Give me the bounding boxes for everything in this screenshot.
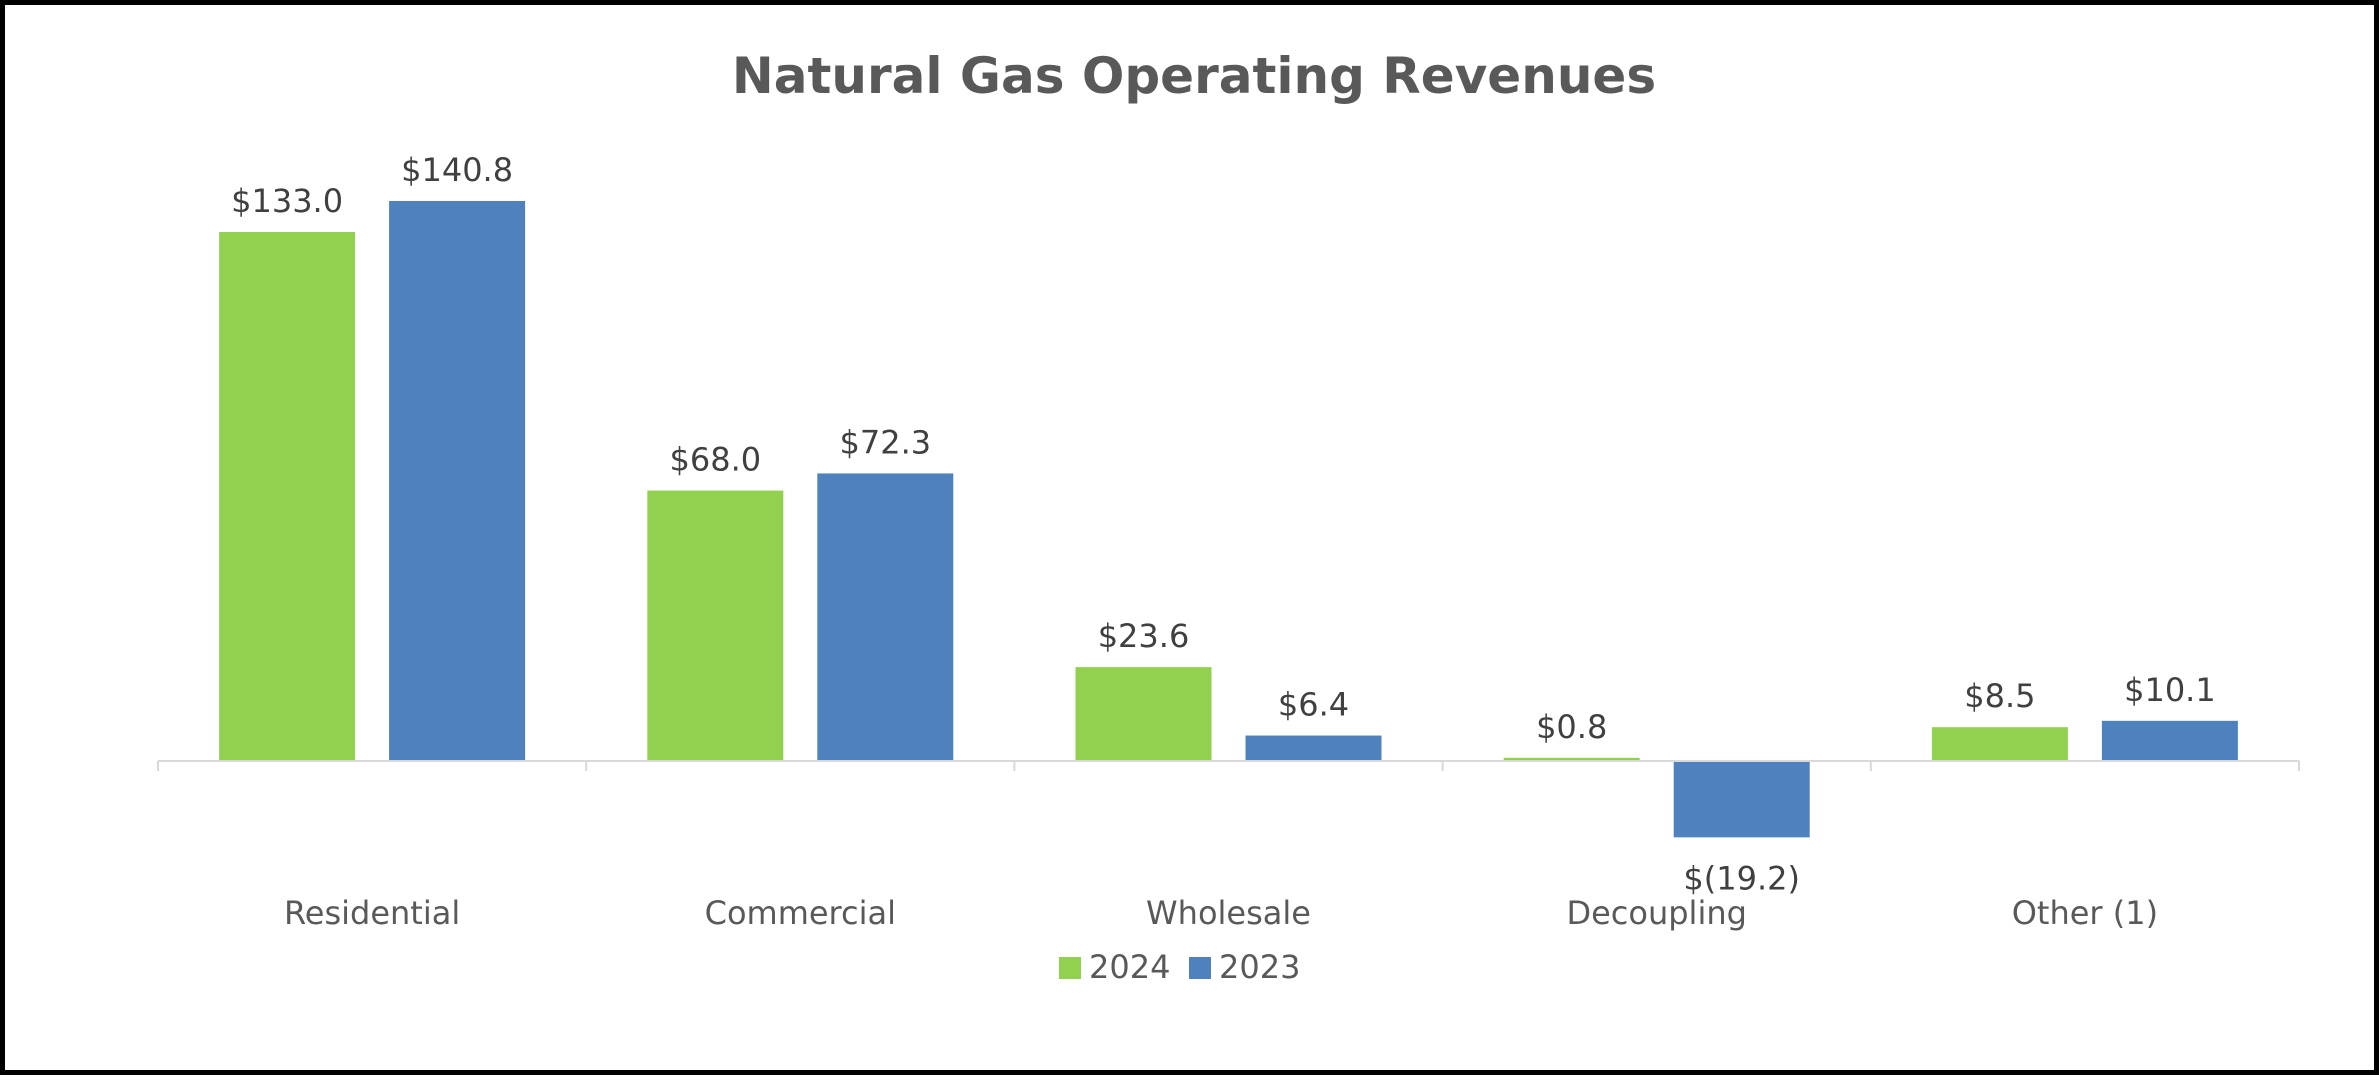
category-label: Other (1): [2012, 894, 2158, 932]
bar-2023-decoupling: [1673, 761, 1810, 838]
x-axis: [157, 760, 2300, 771]
data-label: $23.6: [1098, 617, 1190, 655]
bar-2024-decoupling: [1503, 757, 1640, 761]
legend-swatch-2023: [1189, 957, 1211, 979]
category-labels-group: Residential Commercial Wholesale Decoupling…: [284, 894, 2158, 932]
bar-2024-residential: [219, 232, 356, 762]
legend-label-2023: 2023: [1219, 948, 1300, 986]
category-label: Decoupling: [1566, 894, 1746, 932]
bar-2023-wholesale: [1245, 735, 1382, 761]
bar-chart: Natural Gas Operating Revenues $133.0 $14…: [157, 47, 2300, 986]
chart-title: Natural Gas Operating Revenues: [732, 47, 1656, 105]
data-label: $133.0: [231, 182, 343, 220]
bars-group: [219, 201, 2238, 838]
data-label: $(19.2): [1683, 859, 1800, 897]
bar-2024-commercial: [647, 490, 784, 761]
data-label: $72.3: [839, 423, 931, 461]
data-label: $0.8: [1536, 708, 1607, 746]
bar-2023-residential: [389, 201, 526, 761]
bar-2023-other-1: [2101, 720, 2238, 761]
data-label: $68.0: [669, 441, 761, 479]
legend: 2024 2023: [1059, 948, 1300, 986]
data-label: $6.4: [1278, 686, 1349, 724]
data-label: $8.5: [1964, 677, 2035, 715]
data-label: $140.8: [401, 151, 513, 189]
data-label: $10.1: [2124, 671, 2216, 709]
category-label: Residential: [284, 894, 460, 932]
bar-2024-other-1: [1931, 727, 2068, 761]
bar-2023-commercial: [817, 473, 954, 761]
legend-label-2024: 2024: [1089, 948, 1170, 986]
category-label: Commercial: [705, 894, 896, 932]
bar-2024-wholesale: [1075, 667, 1212, 761]
data-labels-group: $133.0 $140.8 $68.0 $72.3 $23.6 $6.4 $0.8 $(19.…: [231, 151, 2216, 897]
category-label: Wholesale: [1146, 894, 1311, 932]
legend-swatch-2024: [1059, 957, 1081, 979]
